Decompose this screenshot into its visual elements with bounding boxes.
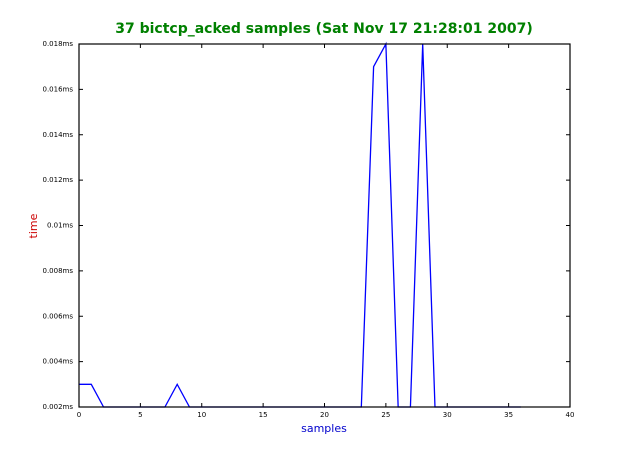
x-tick-label: 5 xyxy=(138,411,142,419)
chart-title: 37 bictcp_acked samples (Sat Nov 17 21:2… xyxy=(115,21,533,37)
y-tick-label: 0.012ms xyxy=(42,176,73,184)
y-tick-label: 0.006ms xyxy=(42,312,73,320)
y-tick-label: 0.014ms xyxy=(42,131,73,139)
x-tick-label: 30 xyxy=(443,411,452,419)
x-tick-label: 40 xyxy=(566,411,575,419)
x-axis-label: samples xyxy=(301,422,347,435)
y-tick-label: 0.008ms xyxy=(42,267,73,275)
x-tick-label: 35 xyxy=(504,411,513,419)
y-tick-label: 0.018ms xyxy=(42,40,73,48)
x-tick-label: 0 xyxy=(77,411,81,419)
x-tick-label: 20 xyxy=(320,411,329,419)
x-tick-label: 25 xyxy=(381,411,390,419)
y-tick-label: 0.004ms xyxy=(42,358,73,366)
y-tick-label: 0.01ms xyxy=(47,222,73,230)
y-tick-label: 0.016ms xyxy=(42,85,73,93)
x-tick-label: 15 xyxy=(259,411,268,419)
x-tick-label: 10 xyxy=(197,411,206,419)
y-tick-label: 0.002ms xyxy=(42,403,73,411)
y-axis-label: time xyxy=(27,213,40,238)
plot-frame xyxy=(78,43,571,408)
